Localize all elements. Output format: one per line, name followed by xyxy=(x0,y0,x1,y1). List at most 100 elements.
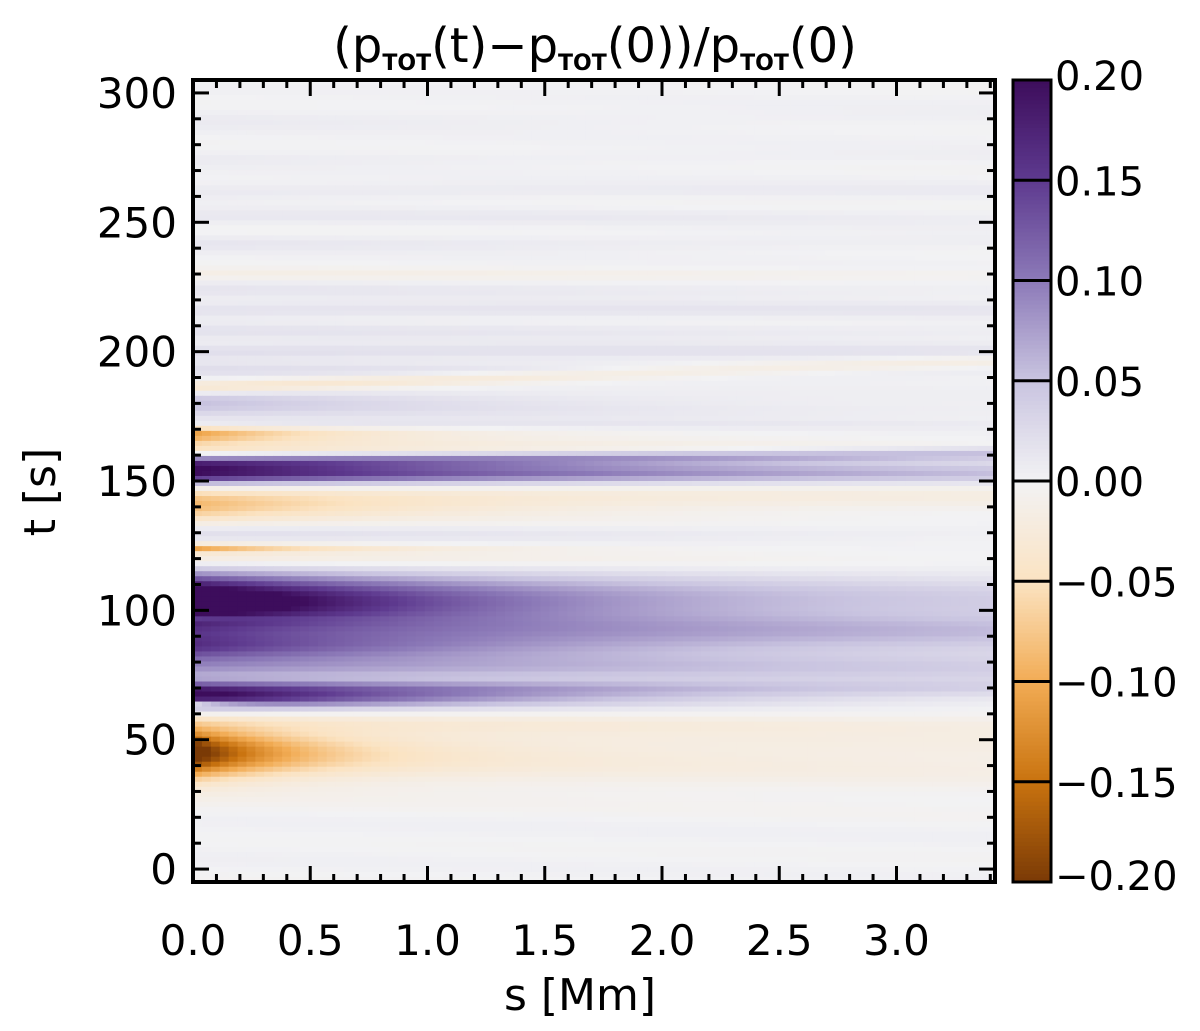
heatmap-cell xyxy=(237,345,248,352)
heatmap-cell xyxy=(923,235,934,241)
heatmap-cell xyxy=(807,310,818,317)
heatmap-cell xyxy=(513,200,524,206)
heatmap-cell xyxy=(353,110,363,116)
heatmap-cell xyxy=(219,275,230,282)
heatmap-cell xyxy=(772,145,782,151)
heatmap-cell xyxy=(451,110,461,116)
heatmap-cell xyxy=(745,95,755,101)
heatmap-cell xyxy=(754,285,764,292)
heatmap-cell xyxy=(754,225,764,231)
heatmap-cell xyxy=(299,265,310,272)
heatmap-cell xyxy=(674,175,684,181)
heatmap-cell xyxy=(415,235,426,241)
heatmap-cell xyxy=(816,105,827,111)
heatmap-cell xyxy=(273,185,283,191)
heatmap-cell xyxy=(683,165,693,171)
heatmap-cell xyxy=(647,220,657,226)
heatmap-cell xyxy=(282,235,292,241)
heatmap-cell xyxy=(736,345,747,352)
heatmap-cell xyxy=(415,225,426,231)
heatmap-cell xyxy=(326,245,337,252)
heatmap-cell xyxy=(763,345,773,352)
heatmap-cell xyxy=(807,115,818,121)
heatmap-cell xyxy=(736,85,747,91)
heatmap-cell xyxy=(763,340,773,347)
heatmap-cell xyxy=(861,180,871,186)
heatmap-cell xyxy=(291,250,301,257)
heatmap-cell xyxy=(433,300,444,307)
heatmap-cell xyxy=(380,205,390,211)
heatmap-cell xyxy=(959,130,969,136)
heatmap-cell xyxy=(317,130,328,136)
heatmap-cell xyxy=(745,345,755,352)
heatmap-cell xyxy=(228,145,239,151)
heatmap-cell xyxy=(513,240,524,247)
heatmap-cell xyxy=(629,250,640,257)
heatmap-cell xyxy=(469,255,479,262)
heatmap-cell xyxy=(219,90,230,96)
heatmap-cell xyxy=(807,275,818,282)
heatmap-cell xyxy=(763,325,773,332)
heatmap-cell xyxy=(264,195,274,201)
heatmap-cell xyxy=(326,140,337,146)
heatmap-cell xyxy=(611,280,622,287)
heatmap-cell xyxy=(745,310,755,317)
heatmap-cell xyxy=(923,300,934,307)
heatmap-cell xyxy=(193,145,203,151)
heatmap-cell xyxy=(656,280,666,287)
heatmap-cell xyxy=(326,335,337,342)
heatmap-cell xyxy=(905,170,916,176)
heatmap-cell xyxy=(371,90,381,96)
heatmap-cell xyxy=(861,110,871,116)
heatmap-cell xyxy=(433,260,444,267)
heatmap-cell xyxy=(389,220,399,226)
heatmap-cell xyxy=(852,200,862,206)
heatmap-cell xyxy=(219,100,230,106)
heatmap-cell xyxy=(736,250,747,257)
heatmap-cell xyxy=(665,230,675,236)
heatmap-cell xyxy=(905,270,916,277)
heatmap-cell xyxy=(861,305,871,312)
heatmap-cell xyxy=(736,280,747,287)
heatmap-cell xyxy=(656,160,666,166)
heatmap-cell xyxy=(896,215,907,221)
heatmap-cell xyxy=(442,135,453,141)
heatmap-cell xyxy=(531,255,542,262)
heatmap-cell xyxy=(727,320,738,327)
heatmap-cell xyxy=(674,235,684,241)
heatmap-cell xyxy=(460,230,470,236)
heatmap-cell xyxy=(522,345,533,352)
heatmap-cell xyxy=(469,310,479,317)
heatmap-cell xyxy=(772,205,782,211)
heatmap-cell xyxy=(487,190,497,196)
heatmap-cell xyxy=(798,285,809,292)
heatmap-cell xyxy=(807,250,818,257)
heatmap-cell xyxy=(282,165,292,171)
heatmap-cell xyxy=(914,350,925,357)
heatmap-cell xyxy=(950,160,960,166)
heatmap-cell xyxy=(870,295,880,302)
heatmap-cell xyxy=(683,125,693,131)
heatmap-cell xyxy=(326,340,337,347)
heatmap-cell xyxy=(932,350,943,357)
heatmap-cell xyxy=(709,325,720,332)
heatmap-cell xyxy=(816,175,827,181)
heatmap-cell xyxy=(246,290,256,297)
heatmap-cell xyxy=(843,290,854,297)
heatmap-cell xyxy=(683,190,693,196)
heatmap-cell xyxy=(674,335,684,342)
heatmap-cell xyxy=(709,160,720,166)
heatmap-cell xyxy=(602,235,613,241)
heatmap-cell xyxy=(781,255,791,262)
heatmap-cell xyxy=(959,155,969,161)
heatmap-cell xyxy=(433,135,444,141)
heatmap-cell xyxy=(522,90,533,96)
heatmap-cell xyxy=(968,190,978,196)
heatmap-cell xyxy=(504,345,515,352)
heatmap-cell xyxy=(451,200,461,206)
heatmap-cell xyxy=(576,350,586,357)
heatmap-cell xyxy=(790,340,800,347)
heatmap-cell xyxy=(299,355,310,362)
heatmap-cell xyxy=(620,200,631,206)
heatmap-cell xyxy=(905,90,916,96)
